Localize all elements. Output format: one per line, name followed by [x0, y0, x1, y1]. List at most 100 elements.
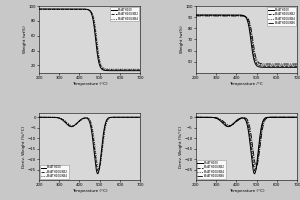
PE/ATH100 [118, 116, 122, 118]
PE/ATH100/KB2 [235, 14, 238, 16]
PE/ATH100 [235, 119, 238, 121]
PE/ATH100/KB2 [96, 170, 100, 172]
PE/ATH100 [253, 173, 256, 175]
PE/ATH100/KB4 [238, 117, 242, 120]
PE/ATH100/KB4 [235, 120, 238, 122]
PE/ATH100/KB6 [273, 116, 277, 118]
PE/ATH100/KB4 [295, 64, 299, 66]
Y-axis label: Deriv. Weight (%/°C): Deriv. Weight (%/°C) [179, 125, 183, 168]
PE/ATH100 [37, 8, 41, 10]
PE/ATH100 [107, 117, 110, 119]
PE/ATH100/KB4 [116, 68, 120, 70]
PE/ATH100 [273, 66, 277, 69]
PE/ATH100/KB4 [82, 8, 85, 11]
PE/ATH100/KB2 [116, 69, 120, 71]
Line: PE/ATH100: PE/ATH100 [39, 117, 140, 174]
PE/ATH100 [118, 69, 122, 72]
PE/ATH100/KB2 [138, 116, 142, 118]
PE/ATH100/KB4 [107, 68, 110, 70]
PE/ATH100/KB4 [295, 116, 299, 118]
PE/ATH100 [204, 116, 208, 118]
PE/ATH100/KB2 [138, 69, 142, 71]
PE/ATH100/KB2 [118, 69, 122, 71]
PE/ATH100/KB2 [47, 8, 51, 10]
PE/ATH100/KB6 [204, 116, 208, 118]
PE/ATH100/KB2 [37, 116, 41, 118]
PE/ATH100 [138, 69, 142, 72]
PE/ATH100 [295, 66, 299, 69]
PE/ATH100/KB4 [47, 116, 51, 118]
PE/ATH100/KB4 [116, 68, 120, 70]
PE/ATH100/KB2 [118, 116, 122, 118]
PE/ATH100/KB4 [37, 8, 41, 11]
Line: PE/ATH100/KB6: PE/ATH100/KB6 [196, 117, 297, 166]
PE/ATH100/KB4 [37, 116, 41, 118]
PE/ATH100/KB2 [253, 170, 257, 172]
PE/ATH100/KB6 [235, 15, 238, 17]
PE/ATH100/KB2 [204, 14, 208, 16]
Line: PE/ATH100/KB4: PE/ATH100/KB4 [39, 117, 140, 169]
PE/ATH100 [273, 116, 277, 118]
PE/ATH100/KB6 [238, 15, 242, 17]
PE/ATH100/KB4 [194, 14, 198, 17]
PE/ATH100 [275, 116, 278, 118]
PE/ATH100 [238, 117, 242, 119]
Y-axis label: Weight (wt%): Weight (wt%) [180, 26, 184, 53]
Line: PE/ATH100/KB2: PE/ATH100/KB2 [39, 9, 140, 70]
PE/ATH100 [138, 116, 142, 118]
Line: PE/ATH100: PE/ATH100 [196, 117, 297, 174]
PE/ATH100/KB4 [235, 14, 238, 17]
PE/ATH100/KB2 [295, 65, 299, 67]
PE/ATH100/KB4 [78, 8, 82, 11]
PE/ATH100/KB4 [97, 168, 101, 170]
PE/ATH100/KB4 [273, 64, 277, 66]
Y-axis label: Deriv. Weight (%/°C): Deriv. Weight (%/°C) [22, 125, 26, 168]
PE/ATH100/KB2 [204, 116, 208, 118]
PE/ATH100 [275, 66, 278, 69]
Line: PE/ATH100/KB2: PE/ATH100/KB2 [39, 117, 140, 171]
Y-axis label: Weight (wt%): Weight (wt%) [23, 26, 27, 53]
PE/ATH100 [194, 116, 198, 118]
PE/ATH100/KB4 [204, 116, 208, 118]
PE/ATH100/KB6 [275, 63, 278, 65]
PE/ATH100/KB6 [204, 15, 208, 17]
Legend: PE/ATH100, PE/ATH100/KB2, PE/ATH100/KB4, PE/ATH100/KB6: PE/ATH100, PE/ATH100/KB2, PE/ATH100/KB4,… [267, 7, 296, 26]
PE/ATH100/KB2 [238, 117, 242, 120]
PE/ATH100/KB2 [273, 65, 277, 67]
PE/ATH100 [47, 116, 51, 118]
PE/ATH100/KB2 [116, 69, 120, 71]
PE/ATH100/KB6 [273, 63, 277, 65]
PE/ATH100 [47, 8, 51, 10]
PE/ATH100/KB6 [264, 118, 267, 121]
PE/ATH100 [96, 173, 99, 175]
PE/ATH100/KB4 [204, 14, 208, 17]
PE/ATH100/KB2 [116, 116, 120, 118]
PE/ATH100 [78, 119, 82, 121]
PE/ATH100/KB4 [275, 116, 278, 118]
PE/ATH100/KB4 [264, 118, 267, 120]
PE/ATH100/KB6 [238, 118, 242, 120]
Line: PE/ATH100/KB4: PE/ATH100/KB4 [196, 117, 297, 169]
PE/ATH100/KB2 [238, 14, 242, 17]
PE/ATH100/KB2 [82, 8, 85, 10]
PE/ATH100/KB4 [254, 168, 257, 170]
PE/ATH100/KB2 [78, 119, 82, 122]
Line: PE/ATH100/KB4: PE/ATH100/KB4 [39, 9, 140, 69]
PE/ATH100/KB2 [107, 69, 110, 71]
PE/ATH100 [235, 14, 238, 16]
X-axis label: Temperature (°C): Temperature (°C) [72, 82, 107, 86]
PE/ATH100 [37, 116, 41, 118]
Line: PE/ATH100/KB4: PE/ATH100/KB4 [196, 16, 297, 65]
PE/ATH100/KB4 [118, 116, 122, 118]
PE/ATH100/KB6 [254, 165, 258, 167]
PE/ATH100/KB4 [47, 8, 51, 11]
PE/ATH100 [264, 117, 267, 119]
PE/ATH100/KB2 [78, 8, 82, 10]
PE/ATH100/KB4 [275, 64, 278, 66]
X-axis label: Temperature /°C: Temperature /°C [230, 82, 263, 86]
Line: PE/ATH100: PE/ATH100 [196, 15, 297, 67]
PE/ATH100/KB4 [118, 68, 122, 70]
PE/ATH100/KB2 [273, 116, 277, 118]
PE/ATH100/KB4 [138, 68, 142, 70]
PE/ATH100/KB2 [47, 116, 51, 118]
